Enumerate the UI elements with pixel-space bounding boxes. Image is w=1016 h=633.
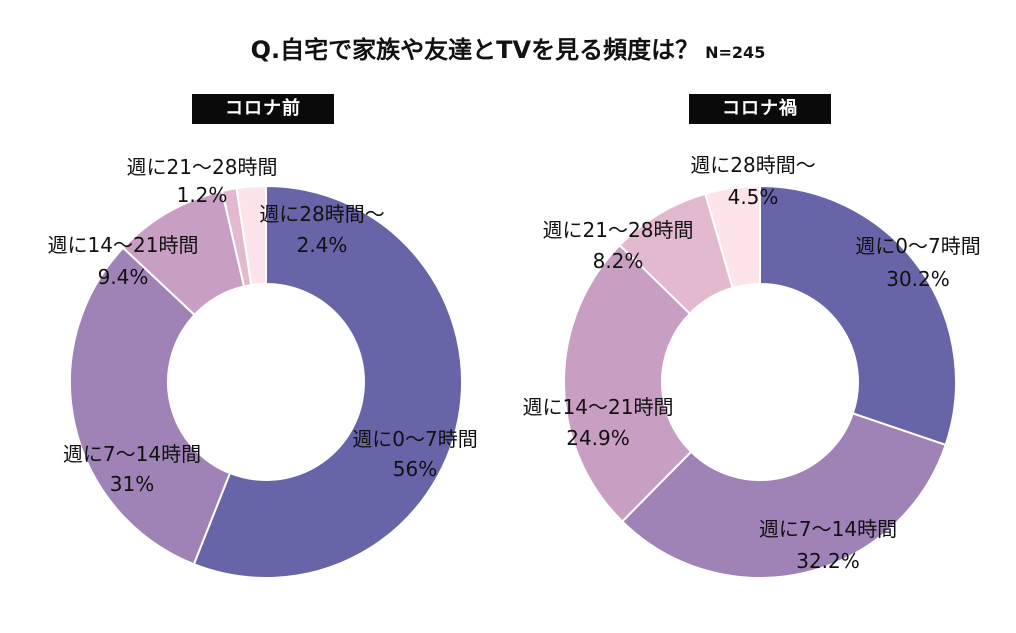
chart-1-category-label-3: 週に14〜21時間 [48, 233, 199, 257]
chart-1-slice-1 [192, 184, 463, 579]
chart-1-slice-2 [69, 246, 232, 566]
chart-1-slice-5 [235, 184, 267, 287]
chart-1-title-badge: コロナ前 [192, 94, 334, 124]
chart-2-slice-3 [563, 243, 693, 523]
chart-title: Q.自宅で家族や友達とTVを見る頻度は？ N=245 [0, 30, 1016, 65]
chart-2-slice-2 [620, 412, 947, 579]
chart-2-category-label-2: 週に7〜14時間 [759, 517, 897, 541]
chart-1-category-label-4: 週に21〜28時間 [127, 155, 278, 179]
chart-2-value-label-4: 8.2% [593, 249, 644, 273]
donut-chart-1: 週に0〜7時間 56% 週に7〜14時間 31% 週に14〜21時間 9.4% 週に21〜2… [48, 155, 478, 579]
chart-2-value-label-5: 4.5% [728, 185, 779, 209]
chart-1-value-label-5: 2.4% [297, 233, 348, 257]
chart-1-value-label-1: 56% [393, 457, 437, 481]
chart-2-value-label-1: 30.2% [886, 267, 950, 291]
chart-2-category-label-3: 週に14〜21時間 [523, 395, 674, 419]
title-text: Q.自宅で家族や友達とTVを見る頻度は？ [250, 36, 700, 64]
chart-2-slice-5 [704, 184, 761, 290]
chart-1-value-label-2: 31% [110, 472, 154, 496]
chart-2-title-badge: コロナ禍 [689, 94, 831, 124]
chart-2-category-label-4: 週に21〜28時間 [543, 218, 694, 242]
chart-2-category-label-5: 週に28時間〜 [690, 153, 815, 177]
chart-2-value-label-2: 32.2% [796, 549, 860, 573]
chart-1-category-label-1: 週に0〜7時間 [352, 427, 477, 451]
chart-1-value-label-4: 1.2% [177, 183, 228, 207]
chart-1-category-label-5: 週に28時間〜 [259, 202, 384, 226]
chart-1-category-label-2: 週に7〜14時間 [63, 442, 201, 466]
chart-2-slice-1 [759, 184, 957, 447]
chart-2-category-label-1: 週に0〜7時間 [855, 234, 980, 258]
sample-size: N=245 [705, 43, 766, 62]
chart-2-value-label-3: 24.9% [566, 426, 630, 450]
donut-chart-2: 週に0〜7時間 30.2% 週に7〜14時間 32.2% 週に14〜21時間 24.9% 週… [523, 153, 981, 579]
chart-1-value-label-3: 9.4% [98, 265, 149, 289]
